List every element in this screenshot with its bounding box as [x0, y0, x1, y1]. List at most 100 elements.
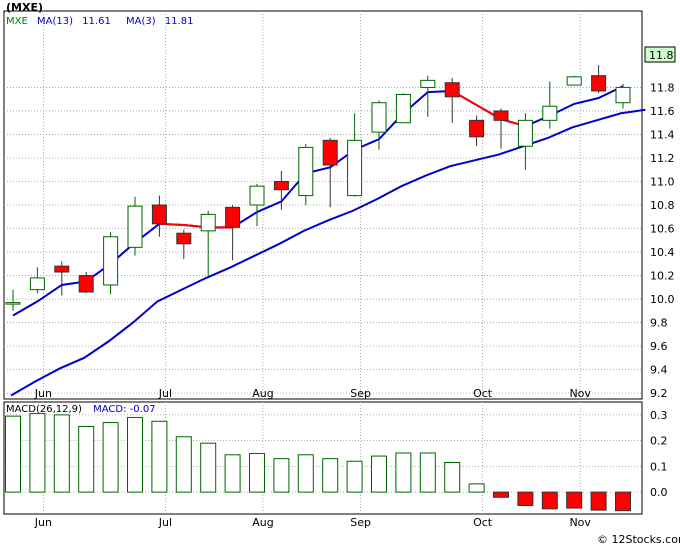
candle-body	[444, 82, 460, 98]
price-y-tick-label: 11.4	[650, 128, 675, 141]
price-y-tick-label: 10.2	[650, 270, 675, 283]
chart-title: (MXE)	[6, 1, 43, 14]
price-x-tick-label: Nov	[569, 387, 591, 400]
macd-bar	[29, 413, 46, 493]
macd-panel	[3, 401, 643, 515]
candle	[249, 183, 265, 227]
price-y-tick-label: 9.8	[650, 317, 668, 330]
candle-body	[517, 119, 533, 147]
candle	[347, 113, 363, 197]
price-y-tick-label: 9.6	[650, 340, 668, 353]
macd-y-axis: 0.3 0.2 0.1 0.0	[650, 409, 668, 499]
candle	[615, 83, 631, 109]
candle-body	[420, 79, 436, 88]
macd-x-tick-label: Jun	[34, 516, 52, 529]
candle	[151, 195, 167, 237]
candle-body	[469, 119, 485, 138]
macd-legend-macd-value: -0.07	[130, 404, 156, 415]
candle-body	[54, 265, 70, 273]
candle	[371, 100, 387, 150]
macd-bar	[444, 462, 461, 493]
candle-body	[29, 277, 45, 291]
price-y-tick-label: 10.4	[650, 246, 675, 259]
candle	[493, 108, 509, 149]
candle	[322, 137, 338, 208]
legend-ma13-value: 11.61	[82, 16, 111, 27]
price-x-tick-label: Sep	[350, 387, 371, 400]
legend-symbol: MXE	[6, 16, 28, 27]
macd-bar	[346, 460, 363, 493]
candle	[444, 78, 460, 123]
macd-y-tick-label: 0.2	[650, 435, 668, 448]
candle	[78, 272, 94, 294]
price-legend: MXE MA(13) 11.61 MA(3) 11.81	[6, 16, 193, 27]
candle	[517, 113, 533, 170]
candle	[54, 261, 70, 296]
macd-bar	[493, 491, 509, 498]
price-x-tick-label: Jun	[34, 387, 52, 400]
macd-bar	[517, 491, 534, 507]
ma13-line-layer	[10, 108, 646, 397]
candle	[469, 115, 485, 147]
price-y-tick-label: 10.8	[650, 199, 675, 212]
macd-x-tick-label: Sep	[350, 516, 371, 529]
candle-body	[322, 139, 338, 166]
price-y-tick-label: 9.2	[650, 387, 668, 400]
price-y-tick-label: 11.8	[650, 81, 675, 94]
macd-x-tick-label: Oct	[473, 516, 493, 529]
candle-body	[542, 105, 558, 121]
macd-bar	[541, 491, 558, 510]
macd-bar	[78, 425, 95, 493]
macd-bar	[468, 483, 485, 493]
price-x-axis: Jun Jul Aug Sep Oct Nov	[34, 387, 592, 400]
candle-body	[298, 146, 314, 197]
candle-body	[225, 206, 241, 228]
candlestick-series	[5, 65, 631, 311]
macd-bar	[371, 455, 387, 493]
candle-body	[371, 102, 387, 133]
macd-bar	[53, 414, 70, 493]
candle	[127, 196, 143, 256]
price-y-tick-label: 11.6	[650, 105, 675, 118]
macd-bar	[102, 422, 119, 493]
macd-bar	[322, 458, 339, 493]
ma13-line	[10, 108, 646, 397]
price-x-tick-label: Jul	[158, 387, 172, 400]
macd-bar	[297, 454, 314, 493]
ma3-red-segment	[159, 222, 233, 229]
candle	[420, 75, 436, 117]
candle	[176, 229, 192, 260]
macd-bar-series	[5, 413, 631, 512]
candle	[273, 170, 289, 210]
candle-body	[151, 204, 167, 225]
candle	[591, 65, 607, 94]
macd-bar	[175, 436, 192, 493]
last-price-label: 11.8	[649, 49, 674, 62]
candle	[5, 289, 21, 311]
macd-bar	[5, 415, 21, 493]
candle	[566, 75, 582, 86]
candle-body	[347, 139, 363, 197]
macd-bar	[590, 491, 607, 511]
candle	[225, 205, 241, 261]
macd-x-axis: Jun Jul Aug Sep Oct Nov	[34, 516, 592, 529]
macd-y-tick-label: 0.3	[650, 409, 668, 422]
candle	[395, 93, 411, 124]
macd-bar	[249, 452, 265, 493]
macd-x-tick-label: Jul	[158, 516, 172, 529]
price-y-tick-label: 9.4	[650, 364, 668, 377]
candle-body	[395, 93, 411, 124]
candle	[103, 232, 119, 295]
macd-bar	[419, 452, 436, 493]
candle	[298, 143, 314, 205]
candle-body	[591, 75, 607, 92]
legend-ma13-label: MA(13)	[37, 16, 73, 27]
macd-bar	[566, 491, 583, 509]
price-y-tick-label: 10.6	[650, 223, 675, 236]
price-y-tick-label: 10.0	[650, 293, 675, 306]
macd-y-tick-label: 0.1	[650, 460, 668, 473]
candle-body	[615, 86, 631, 104]
candle-body	[273, 180, 289, 191]
macd-legend-label: MACD(26,12,9)	[6, 404, 82, 415]
candle-body	[493, 110, 509, 121]
